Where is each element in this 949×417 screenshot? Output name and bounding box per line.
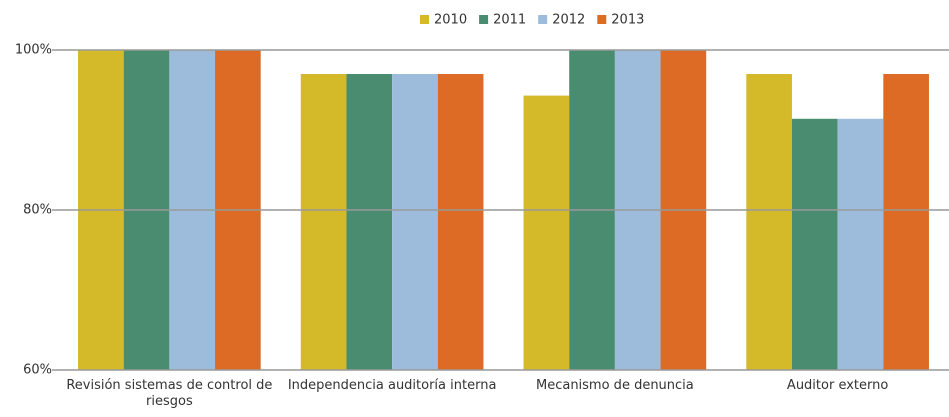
x-tick-label: Independencia auditoría interna	[287, 378, 497, 393]
legend-label: 2011	[493, 13, 526, 28]
x-tick-label: Revisión sistemas de control de riesgos	[66, 378, 273, 409]
y-tick-label: 60%	[23, 363, 52, 378]
x-tick-label: Mecanismo de denuncia	[535, 378, 694, 393]
y-tick-label: 80%	[23, 203, 52, 218]
legend-label: 2012	[552, 13, 585, 28]
y-tick-label: 100%	[15, 43, 52, 58]
bar	[346, 74, 393, 370]
legend-swatch	[420, 15, 429, 24]
bar	[300, 74, 347, 370]
bar	[837, 118, 884, 370]
x-tick-label: Auditor externo	[786, 378, 889, 393]
legend-swatch	[538, 15, 548, 24]
bar	[791, 118, 838, 370]
legend-swatch	[479, 15, 489, 24]
bar	[883, 74, 929, 370]
legend-label: 2013	[611, 13, 644, 28]
bar	[392, 74, 438, 370]
legend-swatch	[597, 15, 607, 24]
bar	[437, 74, 484, 370]
bar	[746, 74, 792, 370]
legend-label: 2010	[434, 13, 467, 28]
bar	[523, 95, 570, 370]
